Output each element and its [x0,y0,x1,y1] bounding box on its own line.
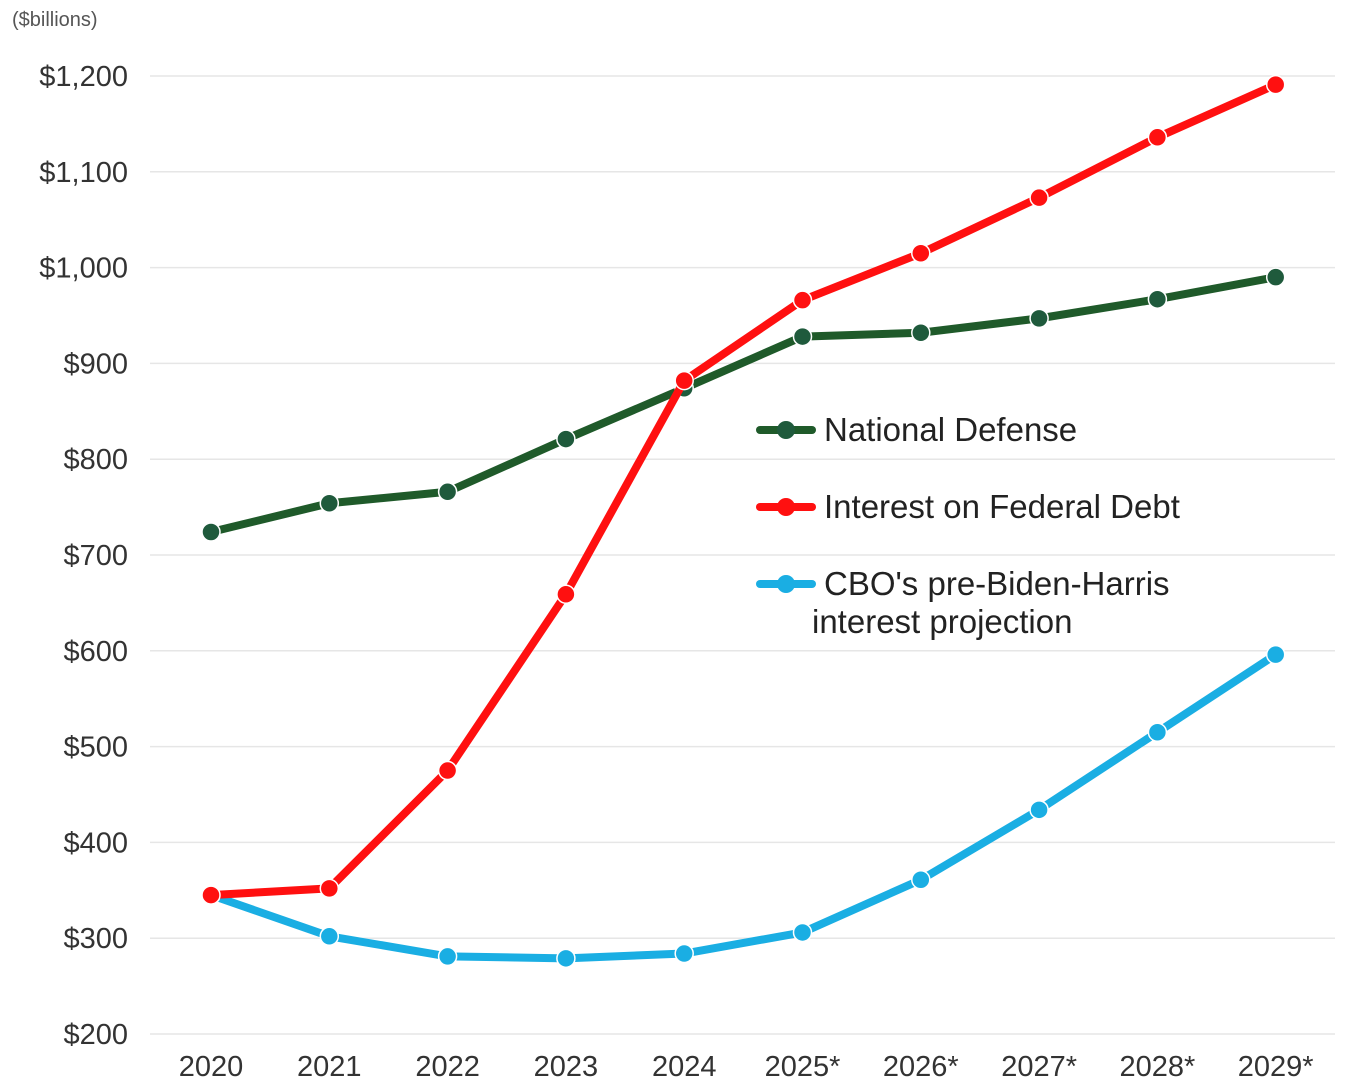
data-point-cbo-projection [439,947,457,965]
data-point-cbo-projection [675,945,693,963]
legend-marker [777,421,795,439]
data-point-interest-on-federal-debt [202,886,220,904]
data-point-cbo-projection [320,927,338,945]
data-point-national-defense [202,523,220,541]
data-point-national-defense [439,483,457,501]
data-point-national-defense [912,324,930,342]
data-point-interest-on-federal-debt [675,372,693,390]
data-point-cbo-projection [1030,801,1048,819]
data-point-national-defense [1148,290,1166,308]
legend-label: Interest on Federal Debt [824,488,1180,525]
data-point-national-defense [794,328,812,346]
data-point-interest-on-federal-debt [1148,128,1166,146]
x-tick-label: 2029* [1238,1051,1314,1083]
legend-label: National Defense [824,411,1077,448]
data-point-interest-on-federal-debt [1030,189,1048,207]
y-tick-label: $500 [63,732,128,764]
legend-marker [777,498,795,516]
y-tick-label: $300 [63,923,128,955]
data-point-cbo-projection [1148,723,1166,741]
data-point-cbo-projection [794,923,812,941]
x-tick-label: 2021 [297,1051,362,1083]
x-tick-label: 2020 [179,1051,244,1083]
data-point-cbo-projection [1267,646,1285,664]
data-point-national-defense [557,430,575,448]
legend-label: interest projection [812,603,1072,640]
data-point-interest-on-federal-debt [1267,76,1285,94]
y-tick-label: $1,100 [39,157,128,189]
legend-marker [777,575,795,593]
y-tick-label: $200 [63,1019,128,1051]
x-tick-label: 2023 [534,1051,599,1083]
y-tick-label: $800 [63,444,128,476]
y-tick-label: $400 [63,827,128,859]
y-tick-label: $600 [63,636,128,668]
y-tick-label: $700 [63,540,128,572]
y-axis: $1,200 $1,100 $1,000 $900 $800 $700 $600 $500 $4… [39,61,128,1051]
x-tick-label: 2025* [765,1051,841,1083]
data-point-interest-on-federal-debt [912,244,930,262]
y-tick-label: $1,000 [39,253,128,285]
data-point-national-defense [1030,309,1048,327]
series-line-cbo-projection [211,655,1276,959]
y-tick-label: $900 [63,348,128,380]
x-tick-label: 2024 [652,1051,717,1083]
data-point-interest-on-federal-debt [557,585,575,603]
legend-item-interest-on-federal-debt: Interest on Federal Debt [760,488,1180,525]
x-tick-label: 2027* [1001,1051,1077,1083]
data-point-cbo-projection [557,949,575,967]
x-axis: 2020 2021 2022 2023 2024 2025* 2026* 2027* 2028*… [179,1051,1314,1083]
legend-item-national-defense: National Defense [760,411,1077,448]
x-tick-label: 2026* [883,1051,959,1083]
unit-label: ($billions) [12,9,98,31]
data-point-interest-on-federal-debt [439,762,457,780]
data-point-cbo-projection [912,871,930,889]
y-tick-label: $1,200 [39,61,128,93]
data-point-interest-on-federal-debt [794,291,812,309]
data-point-interest-on-federal-debt [320,879,338,897]
series-cbo-projection [202,646,1285,968]
data-point-national-defense [1267,268,1285,286]
legend-label: CBO's pre-Biden-Harris [824,565,1170,602]
x-tick-label: 2022 [415,1051,480,1083]
data-point-national-defense [320,494,338,512]
x-tick-label: 2028* [1119,1051,1195,1083]
legend: National Defense Interest on Federal Debt… [760,411,1180,640]
